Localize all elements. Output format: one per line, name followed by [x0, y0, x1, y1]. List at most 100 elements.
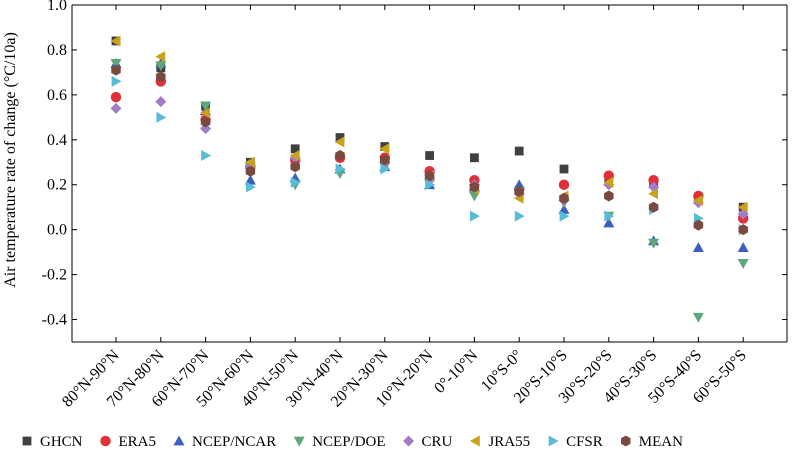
data-point [110, 35, 121, 47]
y-tick-label: -0.4 [42, 312, 67, 329]
legend-marker [293, 436, 305, 447]
data-point [156, 111, 167, 123]
data-point [648, 188, 658, 200]
data-point [246, 181, 256, 193]
legend-label: ERA5 [119, 434, 157, 450]
data-point [737, 258, 749, 269]
data-point [468, 191, 480, 202]
legend-marker [621, 435, 631, 447]
legend-label: GHCN [40, 434, 83, 450]
data-point [692, 312, 704, 323]
data-point [604, 210, 615, 222]
data-point [111, 64, 121, 76]
data-point [737, 242, 749, 253]
series-era5 [110, 76, 749, 224]
data-point [380, 163, 391, 175]
data-point [155, 51, 166, 63]
data-point [110, 102, 122, 114]
data-point [603, 217, 615, 228]
data-point [200, 116, 211, 128]
data-point [604, 190, 614, 202]
legend-item: CFSR [548, 434, 603, 450]
data-point [738, 224, 748, 236]
data-point [514, 185, 524, 197]
data-point [111, 75, 122, 87]
data-point [692, 194, 703, 206]
data-point [603, 176, 614, 188]
data-point [424, 170, 435, 182]
legend-marker [173, 435, 185, 446]
y-axis-title: Air temperature rate of change (°C/10a) [2, 32, 19, 288]
legend-label: NCEP/NCAR [192, 434, 276, 450]
data-point [559, 164, 569, 174]
data-point [155, 96, 167, 108]
data-point [470, 210, 480, 222]
data-point [693, 219, 704, 231]
data-point [201, 150, 212, 162]
legend-marker [548, 435, 559, 447]
legend-item: GHCN [22, 434, 83, 450]
data-point [558, 179, 570, 190]
data-point [559, 192, 569, 204]
legend-item: MEAN [621, 434, 683, 450]
y-tick-label: 0.4 [47, 132, 67, 149]
data-point [200, 101, 212, 112]
data-point [648, 175, 659, 186]
legend-item: ERA5 [100, 434, 156, 450]
data-point [290, 144, 300, 154]
data-point [425, 151, 434, 160]
y-tick-label: 0.8 [47, 42, 67, 59]
data-point [110, 59, 122, 69]
legend-label: CRU [422, 434, 453, 450]
legend: GHCN ERA5 NCEP/NCAR NCEP/DOE CRU JRA55 CFSR MEA… [22, 434, 683, 450]
data-point [379, 143, 390, 155]
series-mean [111, 64, 748, 236]
data-point [559, 210, 570, 222]
data-point [156, 71, 166, 83]
y-tick-label: -0.2 [42, 267, 67, 284]
legend-label: MEAN [639, 434, 683, 450]
data-point [737, 201, 748, 213]
data-point [514, 146, 524, 156]
data-point [334, 136, 345, 148]
data-point [692, 242, 704, 253]
data-point [335, 133, 345, 142]
y-tick-label: 1.0 [47, 0, 67, 14]
data-point [648, 238, 660, 249]
legend-label: CFSR [566, 434, 603, 450]
data-point [648, 201, 659, 213]
data-point [290, 161, 300, 173]
data-point [335, 150, 345, 162]
y-ticks: -0.4 -0.2 0.0 0.2 0.4 0.6 0.8 1.0 [42, 0, 787, 329]
y-tick-label: 0.0 [47, 222, 67, 239]
data-point [380, 154, 390, 166]
legend-marker [469, 435, 480, 447]
data-points [110, 35, 749, 323]
data-point [110, 91, 122, 103]
data-point [289, 150, 300, 162]
data-point [425, 179, 436, 191]
data-point [470, 153, 479, 163]
legend-marker [22, 436, 32, 446]
data-point [469, 181, 480, 193]
x-tick-label: 0°-10°N [431, 346, 481, 396]
data-point [155, 61, 167, 72]
y-tick-label: 0.2 [47, 177, 67, 194]
data-point [200, 123, 212, 135]
legend-item: JRA55 [469, 434, 530, 450]
y-tick-label: 0.6 [47, 87, 67, 104]
data-point [244, 174, 256, 185]
data-point [244, 156, 255, 168]
data-point [514, 210, 525, 222]
data-point [245, 165, 256, 177]
legend-item: CRU [403, 434, 453, 450]
legend-item: NCEP/NCAR [173, 434, 276, 450]
legend-label: NCEP/DOE [312, 434, 385, 450]
data-point [558, 203, 570, 214]
data-point [290, 176, 301, 188]
data-point [513, 179, 525, 190]
legend-marker [403, 435, 415, 447]
legend-item: NCEP/DOE [293, 434, 386, 450]
data-point [335, 163, 346, 175]
legend-marker [100, 435, 111, 447]
